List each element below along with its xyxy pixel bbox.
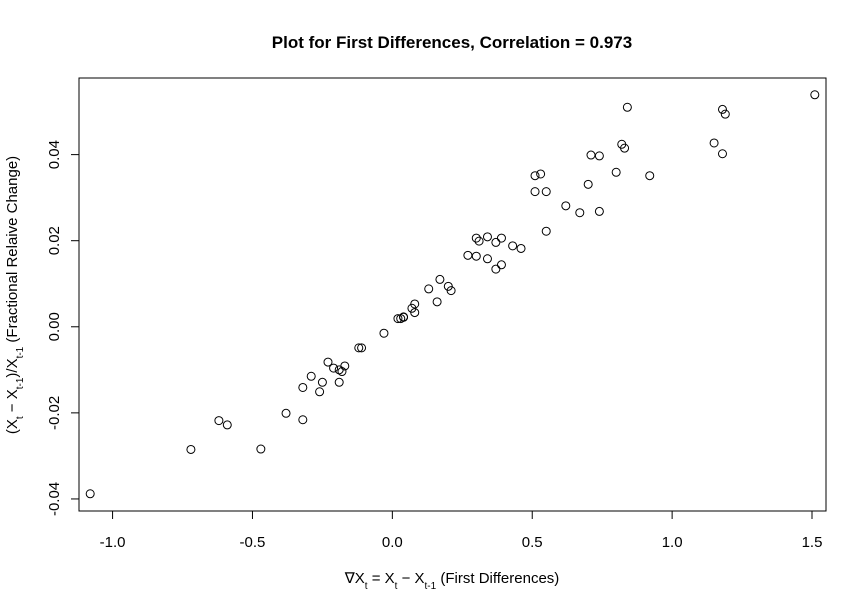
data-point bbox=[530, 187, 540, 197]
data-point bbox=[709, 138, 719, 148]
data-point bbox=[491, 264, 501, 274]
data-point bbox=[323, 357, 333, 367]
data-point bbox=[186, 444, 196, 454]
y-tick-label: -0.04 bbox=[46, 482, 63, 516]
data-point bbox=[337, 367, 347, 377]
data-point bbox=[561, 201, 571, 211]
data-point bbox=[482, 254, 492, 264]
data-point bbox=[334, 377, 344, 387]
data-point bbox=[329, 363, 339, 373]
data-point bbox=[496, 260, 506, 270]
data-point bbox=[379, 328, 389, 338]
data-point bbox=[424, 284, 434, 294]
data-point bbox=[611, 167, 621, 177]
data-point bbox=[399, 312, 409, 322]
x-tick-label: 1.0 bbox=[662, 534, 683, 551]
data-point bbox=[474, 236, 484, 246]
data-point bbox=[435, 274, 445, 284]
data-point bbox=[516, 243, 526, 253]
y-axis: -0.04 -0.02 0.00 0.02 0.04 bbox=[46, 140, 80, 516]
data-point bbox=[530, 171, 540, 181]
x-tick-label: 0.5 bbox=[522, 534, 543, 551]
data-point bbox=[298, 382, 308, 392]
y-tick-label: 0.00 bbox=[46, 312, 63, 341]
data-point bbox=[717, 104, 727, 114]
data-points bbox=[85, 90, 820, 499]
data-point bbox=[717, 149, 727, 159]
data-point bbox=[214, 416, 224, 426]
data-point bbox=[393, 314, 403, 324]
data-point bbox=[334, 365, 344, 375]
data-point bbox=[541, 226, 551, 236]
data-point bbox=[594, 206, 604, 216]
data-point bbox=[410, 299, 420, 309]
data-point bbox=[281, 408, 291, 418]
y-tick-label: -0.02 bbox=[46, 396, 63, 430]
data-point bbox=[85, 489, 95, 499]
data-point bbox=[586, 150, 596, 160]
data-point bbox=[471, 251, 481, 261]
data-point bbox=[317, 377, 327, 387]
data-point bbox=[496, 233, 506, 243]
data-point bbox=[256, 444, 266, 454]
y-axis-label: (Xt − Xt-1)/Xt-1 (Fractional Relaive Cha… bbox=[4, 156, 26, 434]
data-point bbox=[298, 415, 308, 425]
data-point bbox=[357, 343, 367, 353]
data-point bbox=[340, 361, 350, 371]
data-point bbox=[720, 109, 730, 119]
data-point bbox=[645, 171, 655, 181]
x-tick-label: -0.5 bbox=[240, 534, 266, 551]
chart-title: Plot for First Differences, Correlation … bbox=[272, 33, 632, 52]
data-point bbox=[463, 250, 473, 260]
data-point bbox=[315, 387, 325, 397]
data-point bbox=[620, 143, 630, 153]
data-point bbox=[410, 308, 420, 318]
data-point bbox=[508, 241, 518, 251]
data-point bbox=[491, 237, 501, 247]
data-point bbox=[354, 343, 364, 353]
data-point bbox=[222, 420, 232, 430]
y-tick-label: 0.04 bbox=[46, 140, 63, 169]
x-tick-label: 1.5 bbox=[802, 534, 823, 551]
data-point bbox=[446, 286, 456, 296]
x-axis-label: ∇Xt = Xt − Xt-1 (First Differences) bbox=[344, 570, 560, 592]
data-point bbox=[575, 208, 585, 218]
data-point bbox=[810, 90, 820, 100]
data-point bbox=[622, 102, 632, 112]
data-point bbox=[583, 179, 593, 189]
x-tick-label: -1.0 bbox=[100, 534, 126, 551]
x-tick-label: 0.0 bbox=[382, 534, 403, 551]
data-point bbox=[471, 233, 481, 243]
data-point bbox=[482, 232, 492, 242]
data-point bbox=[594, 151, 604, 161]
data-point bbox=[306, 371, 316, 381]
data-point bbox=[432, 297, 442, 307]
x-axis: -1.0 -0.5 0.0 0.5 1.0 1.5 bbox=[100, 510, 823, 551]
data-point bbox=[536, 169, 546, 179]
data-point bbox=[541, 187, 551, 197]
y-tick-label: 0.02 bbox=[46, 226, 63, 255]
